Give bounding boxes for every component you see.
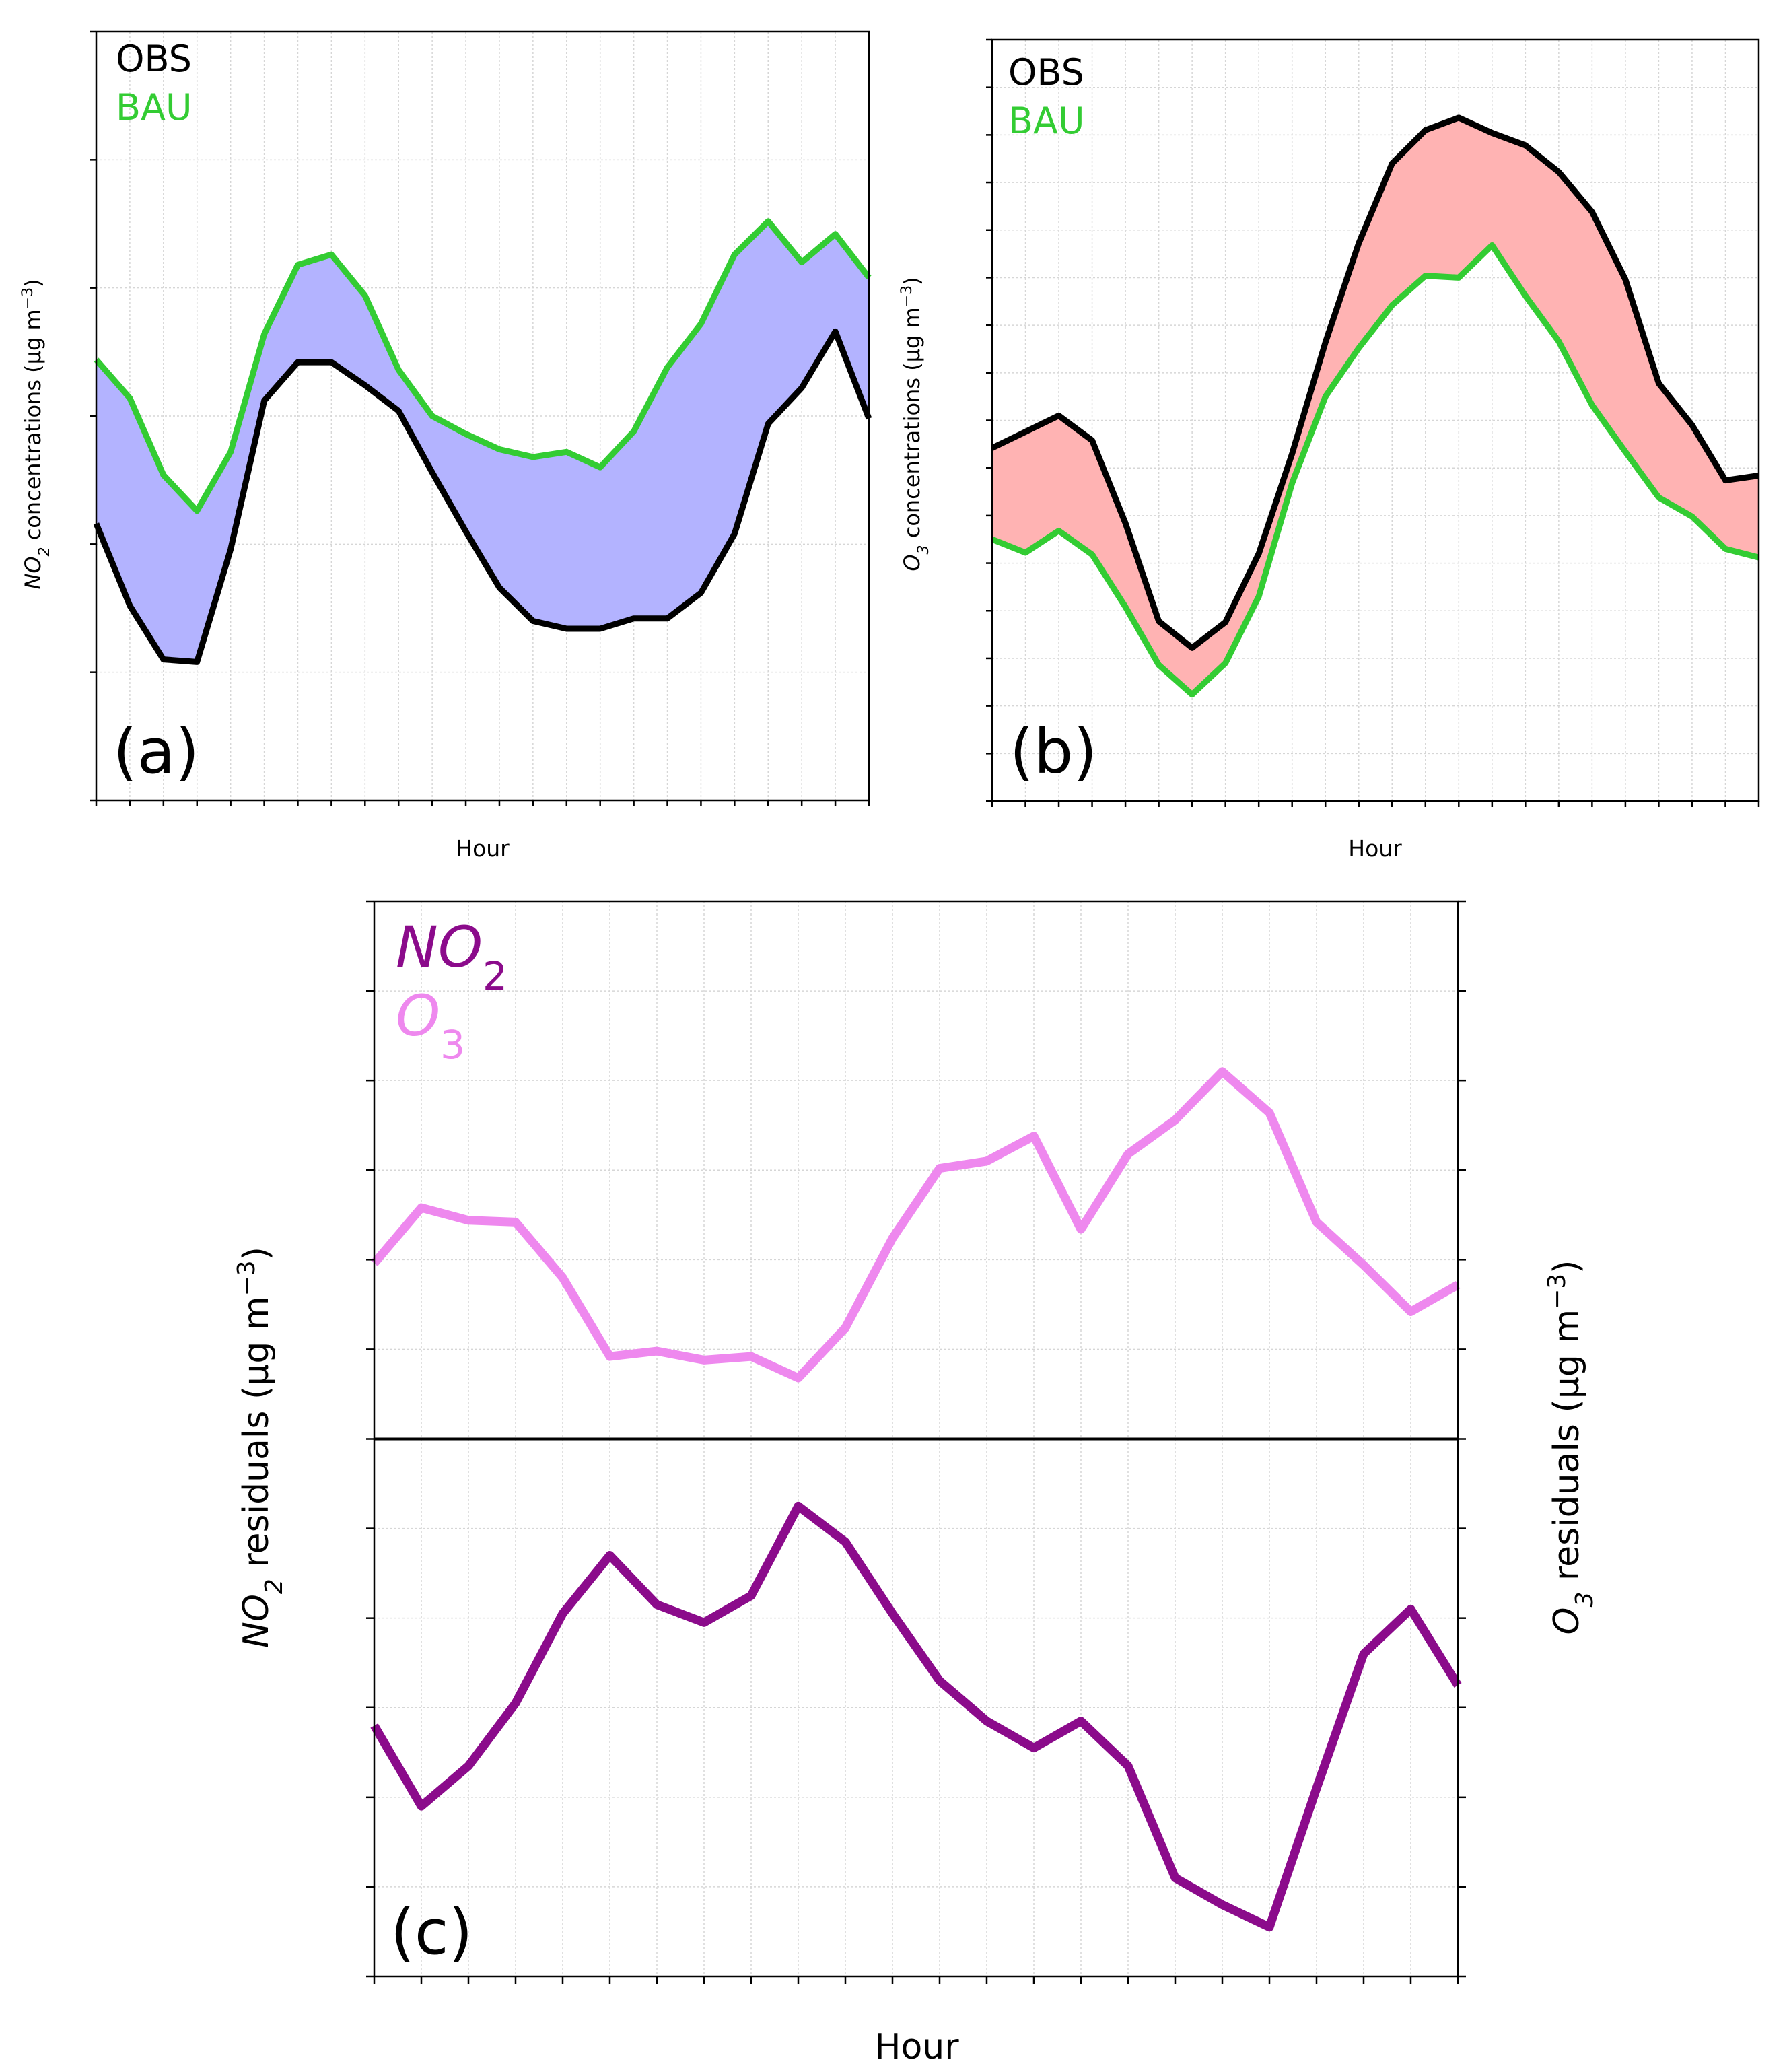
panel-c-residuals: Hour NO2 residuals (μg m−3) O3 residuals… bbox=[233, 900, 1599, 2067]
b-series-line-obs bbox=[991, 114, 1759, 651]
panel-b-o3-concentrations: Hour O3 concentrations (μg m−3) OBS BAU … bbox=[899, 38, 1760, 862]
a-series-line-bau bbox=[94, 218, 872, 514]
panel-a-legend-bau: BAU bbox=[116, 86, 193, 129]
panel-a-x-axis-label: Hour bbox=[456, 835, 510, 862]
panel-a-y-axis-label: NO2 concentrations (μg m−3) bbox=[20, 279, 53, 589]
panel-a-no2-concentrations: Hour NO2 concentrations (μg m−3) OBS BAU… bbox=[20, 30, 872, 862]
panel-c-legend-o3: O3 bbox=[396, 983, 465, 1068]
panel-c-y-axis-label-left: NO2 residuals (μg m−3) bbox=[233, 1247, 288, 1648]
a-series-line-obs bbox=[93, 328, 872, 665]
panel-c-legend-no2: NO2 bbox=[396, 914, 508, 999]
panel-c-y-axis-label-right: O3 residuals (μg m−3) bbox=[1543, 1260, 1599, 1635]
panel-b-y-axis-label: O3 concentrations (μg m−3) bbox=[899, 277, 932, 571]
panel-b-ticks bbox=[986, 38, 1760, 807]
panel-c-panel-label: (c) bbox=[390, 1896, 473, 1968]
panel-b-series bbox=[991, 114, 1760, 698]
panel-b-panel-label: (b) bbox=[1010, 716, 1097, 788]
c-series-line-no2 bbox=[370, 1501, 1462, 1932]
c-series-line-o3 bbox=[371, 1067, 1461, 1383]
panel-a-panel-label: (a) bbox=[113, 716, 199, 788]
panel-b-legend-obs: OBS bbox=[1008, 51, 1084, 94]
panel-c-x-axis-label: Hour bbox=[874, 2027, 959, 2067]
panel-c-series bbox=[370, 1067, 1462, 1932]
panel-c-ticks bbox=[366, 900, 1466, 1984]
panel-b-fill-between bbox=[992, 117, 1759, 695]
panel-a-ticks bbox=[90, 30, 870, 806]
panel-a-legend-obs: OBS bbox=[116, 38, 192, 80]
panel-b-x-axis-label: Hour bbox=[1348, 835, 1402, 862]
b-series-line-bau bbox=[991, 242, 1760, 698]
panel-b-legend-bau: BAU bbox=[1008, 100, 1085, 142]
